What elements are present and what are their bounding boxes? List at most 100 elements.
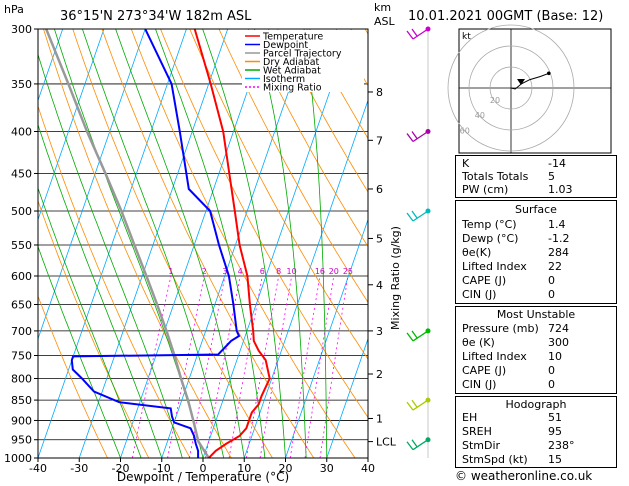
- mu-label: Lifted Index: [462, 350, 527, 363]
- altitude-unit-asl: ASL: [374, 15, 396, 28]
- pressure-tick-label: 900: [11, 414, 32, 427]
- mixing-ratio-label: 25: [343, 267, 353, 276]
- wet-adiabat-line: [155, 29, 266, 458]
- hodograph-ring: [468, 45, 554, 131]
- pressure-tick-label: 1000: [4, 452, 32, 465]
- isotherm-line: [78, 29, 229, 458]
- dry-adiabat-line: [38, 104, 191, 458]
- wind-barb-flag: [406, 210, 429, 222]
- mu-value: 724: [548, 322, 569, 335]
- pressure-tick-label: 750: [11, 349, 32, 362]
- altitude-tick-label: 1: [376, 412, 383, 425]
- surface-label: Lifted Index: [462, 260, 527, 273]
- location-title: 36°15'N 273°34'W 182m ASL: [60, 9, 252, 24]
- wet-adiabat-line: [202, 29, 286, 458]
- pressure-tick-label: 500: [11, 205, 32, 218]
- hodo-label: EH: [462, 411, 478, 424]
- wet-adiabat-line: [82, 29, 224, 458]
- hodograph: 20 40 60 kt: [447, 24, 612, 154]
- mu-value: 0: [548, 378, 555, 391]
- hodo-label: SREH: [462, 425, 492, 438]
- hodograph-ring-label: 20: [490, 96, 500, 105]
- hodo-label: StmSpd (kt): [462, 453, 528, 466]
- pressure-tick-label: 300: [11, 23, 32, 36]
- legend-label: Dry Adiabat: [263, 57, 320, 68]
- temperature-tick-label: 30: [320, 462, 334, 475]
- hodograph-ring: [447, 24, 575, 152]
- hodograph-frame: [458, 28, 612, 154]
- pressure-unit: hPa: [4, 3, 24, 16]
- mixing-ratio-label: 20: [329, 267, 339, 276]
- wind-barb-flag: [406, 399, 429, 411]
- legend-label: Parcel Trajectory: [263, 49, 342, 60]
- legend-label: Mixing Ratio: [263, 83, 322, 94]
- chart-axes: 3003504004505005506006507007508008509009…: [4, 23, 397, 475]
- wind-barb-flag: [406, 330, 429, 342]
- wet-adiabat-line: [38, 186, 142, 458]
- legend-label: Wet Adiabat: [263, 66, 321, 77]
- mixing-ratio-label: 10: [287, 267, 297, 276]
- hodograph-ring-label: 60: [460, 126, 470, 135]
- altitude-tick-label: 8: [376, 86, 383, 99]
- dry-adiabat-line: [72, 29, 273, 458]
- storm-motion-marker: [517, 79, 525, 85]
- credit-text: © weatheronline.co.uk: [455, 469, 593, 483]
- pressure-tick-label: 650: [11, 299, 32, 312]
- mixing-ratio-line: [167, 275, 205, 458]
- hodo-value: 95: [548, 425, 562, 438]
- surface-value: 22: [548, 260, 562, 273]
- isotherm-line: [202, 29, 352, 458]
- hodograph-unit: kt: [462, 32, 471, 42]
- legend-label: Temperature: [262, 32, 323, 43]
- mixing-ratio-label: 1: [168, 267, 173, 276]
- dry-adiabat-line: [38, 295, 108, 458]
- mixing-ratio-label: 2: [202, 267, 207, 276]
- temperature-tick-label: -10: [153, 462, 171, 475]
- mixing-ratio-line: [228, 275, 263, 458]
- wind-barbs: [406, 26, 431, 458]
- pressure-tick-label: 950: [11, 434, 32, 447]
- mu-label: θe (K): [462, 336, 495, 349]
- altitude-tick-label: 2: [376, 368, 383, 381]
- dry-adiabat-line: [218, 29, 368, 303]
- hodograph-trace-end: [547, 71, 551, 76]
- temperature-tick-label: 10: [237, 462, 251, 475]
- mixing-ratio-line: [304, 275, 335, 458]
- chart-grid: [38, 29, 368, 458]
- wet-adiabat-line: [115, 29, 245, 458]
- dewpoint-line: [70, 29, 241, 458]
- isotherm-line: [326, 337, 368, 458]
- surface-value: -1.2: [548, 232, 570, 245]
- dry-adiabat-line: [43, 29, 232, 458]
- hodograph-table-title: Hodograph: [505, 398, 567, 411]
- pressure-tick-label: 700: [11, 325, 32, 338]
- hodograph-trace: [510, 72, 549, 90]
- mixing-ratio-label: 8: [276, 267, 281, 276]
- hodo-label: StmDir: [462, 439, 501, 452]
- index-value: -14: [548, 157, 566, 170]
- hodo-value: 238°: [548, 439, 575, 452]
- temperature-tick-label: 20: [279, 462, 293, 475]
- dry-adiabat-line: [160, 29, 368, 419]
- hodo-value: 15: [548, 453, 562, 466]
- indices-panel: K -14 Totals Totals 5 PW (cm) 1.03: [455, 155, 617, 198]
- wind-barb-flag: [406, 28, 429, 40]
- surface-title: Surface: [515, 203, 557, 216]
- index-label: K: [462, 157, 470, 170]
- mu-label: Pressure (mb): [462, 322, 539, 335]
- isotherm-line: [120, 29, 270, 458]
- x-axis-label: Dewpoint / Temperature (°C): [117, 470, 289, 484]
- dry-adiabat-line: [277, 29, 368, 193]
- wet-adiabat-line: [38, 53, 183, 458]
- hodograph-table-panel: Hodograph EH 51 SREH 95 StmDir 238° StmS…: [455, 396, 617, 468]
- isotherm-line: [38, 29, 105, 221]
- index-value: 1.03: [548, 183, 573, 196]
- dry-adiabat-line: [189, 29, 368, 360]
- surface-label: θe(K): [462, 246, 492, 259]
- mu-value: 300: [548, 336, 569, 349]
- dry-adiabat-line: [130, 29, 356, 458]
- hodograph-ring: [489, 66, 533, 110]
- pressure-tick-label: 850: [11, 394, 32, 407]
